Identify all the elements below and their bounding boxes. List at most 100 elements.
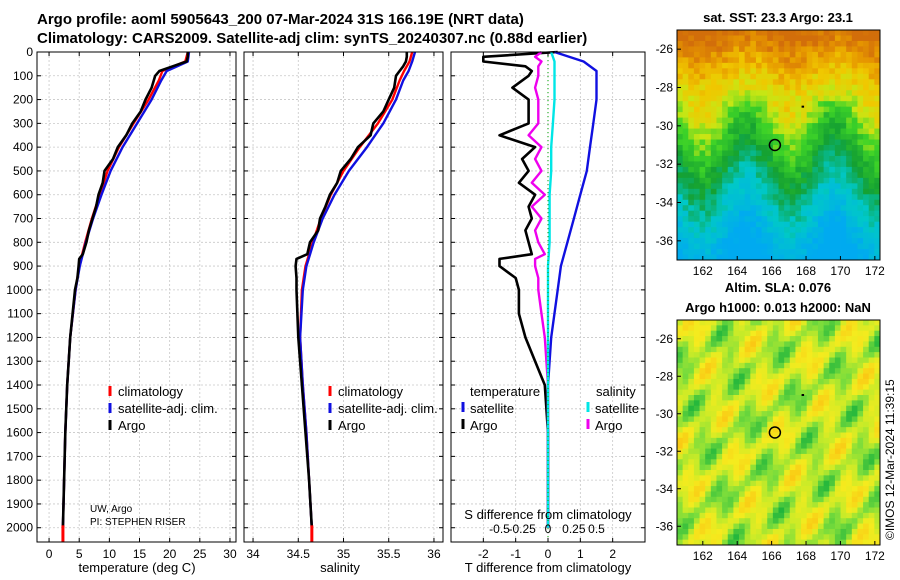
legend-label: Argo	[118, 418, 145, 433]
map-cell	[789, 325, 796, 332]
map-cell	[722, 357, 729, 364]
map-cell	[699, 227, 706, 234]
map-cell	[789, 128, 796, 135]
map-cell	[784, 172, 791, 179]
map-cell	[795, 210, 802, 217]
map-cell	[750, 128, 757, 135]
map-cell	[851, 79, 858, 86]
map-cell	[817, 166, 825, 173]
map-cell	[693, 325, 700, 332]
map-cell	[851, 117, 858, 124]
map-cell	[851, 238, 858, 244]
map-cell	[677, 112, 684, 119]
map-cell	[739, 128, 746, 135]
s-tick-label: 0	[545, 522, 552, 536]
map-cell	[705, 221, 712, 228]
map-cell	[778, 51, 785, 58]
map-cell	[727, 210, 734, 217]
map-cell	[834, 448, 841, 455]
map-cell	[812, 139, 819, 146]
map-cell	[677, 400, 684, 407]
map-cell	[716, 249, 723, 255]
map-cell	[739, 480, 746, 487]
map-cell	[688, 512, 695, 519]
map-cell	[699, 150, 706, 157]
map-cell	[755, 523, 762, 530]
map-cell	[727, 243, 734, 250]
map-cell	[767, 368, 774, 374]
map-cell	[823, 336, 830, 342]
map-cell	[846, 150, 853, 157]
figure-title-line2: Climatology: CARS2009. Satellite-adj cli…	[37, 30, 588, 47]
map-cell	[727, 518, 734, 524]
map-cell	[772, 123, 779, 129]
map-cell	[829, 384, 836, 391]
map-cell	[744, 40, 751, 47]
map-cell	[761, 177, 768, 184]
map-cell	[716, 432, 723, 439]
map-cell	[750, 437, 757, 444]
map-cell	[761, 421, 768, 428]
map-cell	[778, 172, 785, 179]
map-cell	[806, 84, 813, 91]
map-cell	[874, 40, 881, 47]
map-cell	[733, 539, 740, 546]
map-cell	[727, 199, 734, 206]
map-cell	[795, 400, 802, 407]
map-cell	[784, 378, 791, 385]
map-cell	[778, 128, 785, 135]
map-cell	[693, 161, 700, 168]
map-cell	[801, 475, 808, 482]
map-cell	[795, 128, 802, 135]
map-cell	[750, 416, 757, 423]
map-cell	[693, 400, 700, 407]
map-cell	[755, 491, 762, 498]
map-cell	[795, 106, 802, 113]
map-cell	[722, 336, 729, 342]
map-cell	[682, 194, 689, 201]
map-cell	[772, 320, 779, 326]
map-cell	[755, 453, 762, 460]
map-cell	[705, 166, 712, 173]
map-cell	[778, 437, 785, 444]
map-cell	[688, 320, 695, 326]
map-cell	[840, 368, 847, 374]
map-cell	[801, 400, 808, 407]
map-cell	[817, 459, 825, 466]
map-cell	[727, 161, 734, 168]
y-tick-label: 1100	[7, 307, 33, 321]
map-cell	[688, 155, 695, 162]
map-cell	[755, 459, 762, 466]
map-cell	[812, 336, 819, 342]
map-cell	[817, 496, 825, 503]
map-cell	[778, 416, 785, 423]
map-cell	[784, 68, 791, 75]
map-cell	[857, 57, 864, 64]
map-cell	[840, 40, 847, 47]
map-cell	[789, 523, 796, 530]
map-cell	[778, 346, 785, 353]
map-cell	[863, 68, 870, 75]
map-cell	[688, 183, 695, 190]
map-cell	[682, 470, 689, 476]
map-cell	[682, 40, 689, 47]
map-cell	[846, 341, 853, 348]
map-cell	[823, 128, 830, 135]
map-cell	[722, 30, 729, 36]
map-cell	[863, 106, 870, 113]
map-cell	[784, 128, 791, 135]
map-cell	[722, 123, 729, 129]
map-cell	[767, 106, 774, 113]
map-cell	[784, 90, 791, 97]
map-cell	[829, 134, 836, 140]
map-cell	[846, 486, 853, 492]
map-cell	[812, 464, 819, 471]
map-cell	[688, 378, 695, 385]
map-cell	[682, 177, 689, 184]
map-cell	[857, 139, 864, 146]
map-cell	[693, 35, 700, 42]
map-cell	[806, 117, 813, 124]
map-cell	[682, 68, 689, 75]
map-cell	[739, 101, 746, 108]
map-cell	[761, 512, 768, 519]
